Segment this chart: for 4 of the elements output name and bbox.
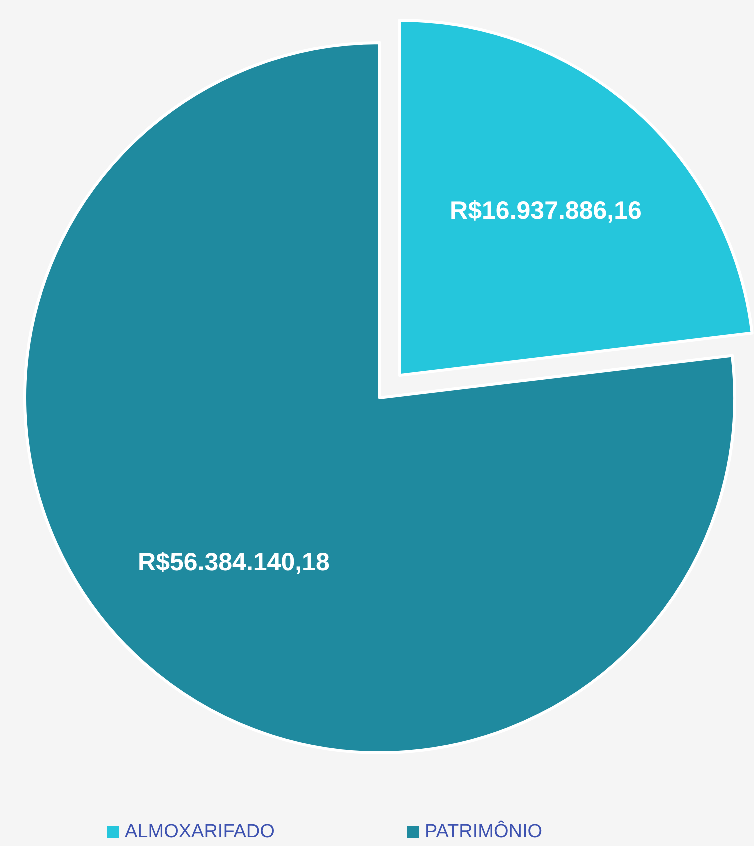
data-label: R$16.937.886,16 — [450, 196, 642, 225]
legend-label: ALMOXARIFADO — [125, 822, 275, 842]
slice-label: PATRIMÔNIO — [425, 820, 543, 842]
data-label: R$56.384.140,18 — [138, 548, 330, 577]
